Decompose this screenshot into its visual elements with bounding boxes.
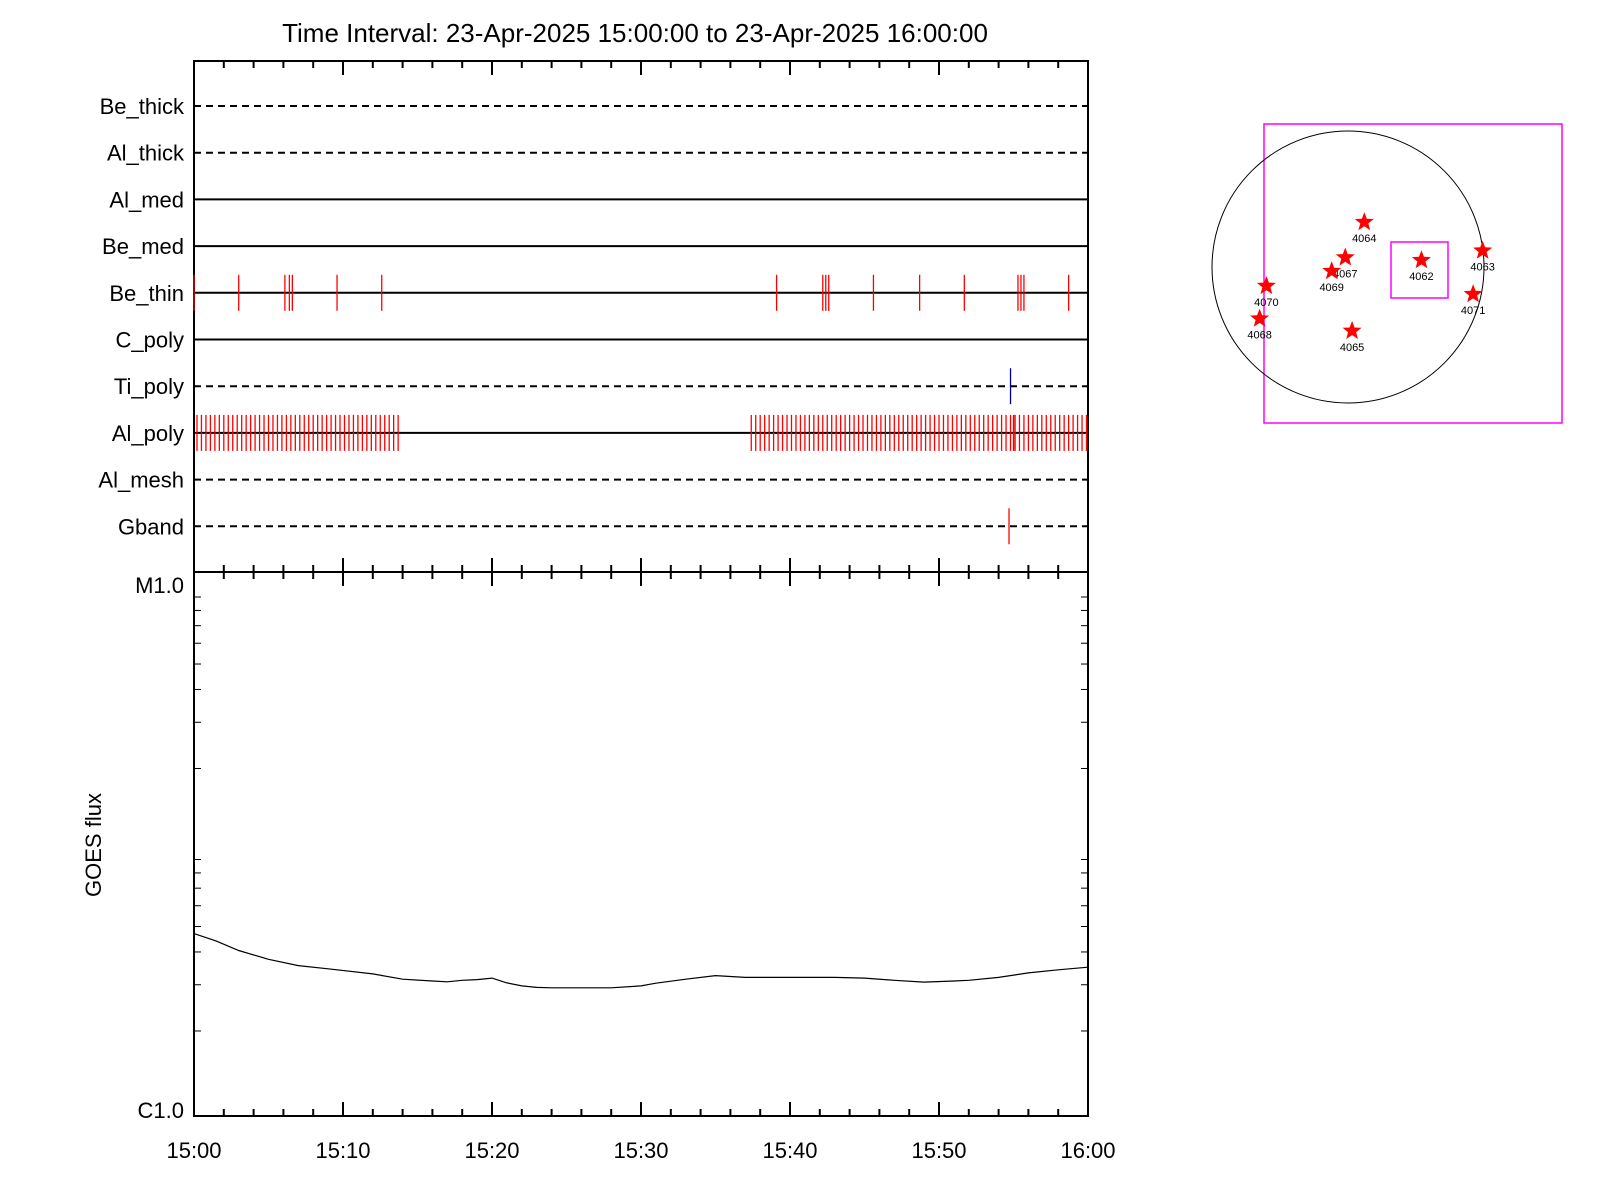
- timeline-frame: [193, 60, 1089, 573]
- x-tick-label: 15:00: [166, 1138, 221, 1163]
- active-region-star: [1250, 308, 1270, 327]
- active-region-star: [1322, 261, 1342, 280]
- channel-label-c-poly: C_poly: [116, 328, 184, 353]
- y-tick-label-bottom: C1.0: [138, 1098, 184, 1123]
- goes-flux-line: [193, 933, 1089, 989]
- active-region-label: 4071: [1461, 305, 1485, 317]
- event-timeline-panel: Be_thick Al_thick Al_med Be_med Be_thin C_pol…: [98, 60, 1089, 573]
- y-tick-label-top: M1.0: [135, 573, 184, 598]
- active-region-label: 4067: [1333, 268, 1357, 280]
- field-of-view-box: [1263, 123, 1563, 424]
- channel-label-be-thin: Be_thin: [109, 281, 184, 306]
- active-region-label: 4065: [1340, 342, 1364, 354]
- channel-label-al-mesh: Al_mesh: [98, 468, 184, 493]
- y-axis-label: GOES flux: [81, 793, 106, 897]
- active-region-star: [1473, 240, 1493, 259]
- solar-disk-map: 4064 4067 4069 4062 4063 4071 4070 4068 4065: [1211, 123, 1563, 424]
- active-region-label: 4062: [1409, 271, 1433, 283]
- channel-label-ti-poly: Ti_poly: [114, 374, 184, 399]
- flux-frame: [193, 571, 1089, 1117]
- channel-label-al-poly: Al_poly: [112, 421, 184, 446]
- active-region-label: 4068: [1247, 330, 1271, 342]
- channel-label-be-thick: Be_thick: [100, 94, 185, 119]
- active-region-star: [1342, 320, 1362, 339]
- active-region-label: 4070: [1254, 297, 1278, 309]
- active-region-label: 4063: [1470, 262, 1494, 274]
- x-tick-label: 15:50: [911, 1138, 966, 1163]
- channel-label-be-med: Be_med: [102, 234, 184, 259]
- channel-label-gband: Gband: [118, 514, 184, 539]
- x-tick-label: 15:40: [762, 1138, 817, 1163]
- x-tick-label: 15:20: [464, 1138, 519, 1163]
- active-region-label: 4069: [1319, 282, 1343, 294]
- chart-title: Time Interval: 23-Apr-2025 15:00:00 to 2…: [282, 18, 988, 48]
- active-region-star: [1335, 247, 1355, 266]
- goes-flux-panel: 15:00 15:10 15:20 15:30 15:40 15:50 16:00 M1.0 C…: [81, 571, 1116, 1163]
- channel-label-al-med: Al_med: [109, 187, 184, 212]
- active-region-star: [1256, 276, 1276, 295]
- active-region-star: [1411, 250, 1431, 269]
- solar-limb-circle: [1211, 130, 1485, 404]
- active-region-label: 4064: [1352, 233, 1376, 245]
- active-region-star: [1463, 284, 1483, 303]
- x-tick-label: 15:10: [315, 1138, 370, 1163]
- channel-label-al-thick: Al_thick: [107, 141, 185, 166]
- active-region-star: [1354, 212, 1374, 231]
- x-tick-label: 16:00: [1060, 1138, 1115, 1163]
- x-tick-label: 15:30: [613, 1138, 668, 1163]
- target-region-box: [1390, 241, 1449, 299]
